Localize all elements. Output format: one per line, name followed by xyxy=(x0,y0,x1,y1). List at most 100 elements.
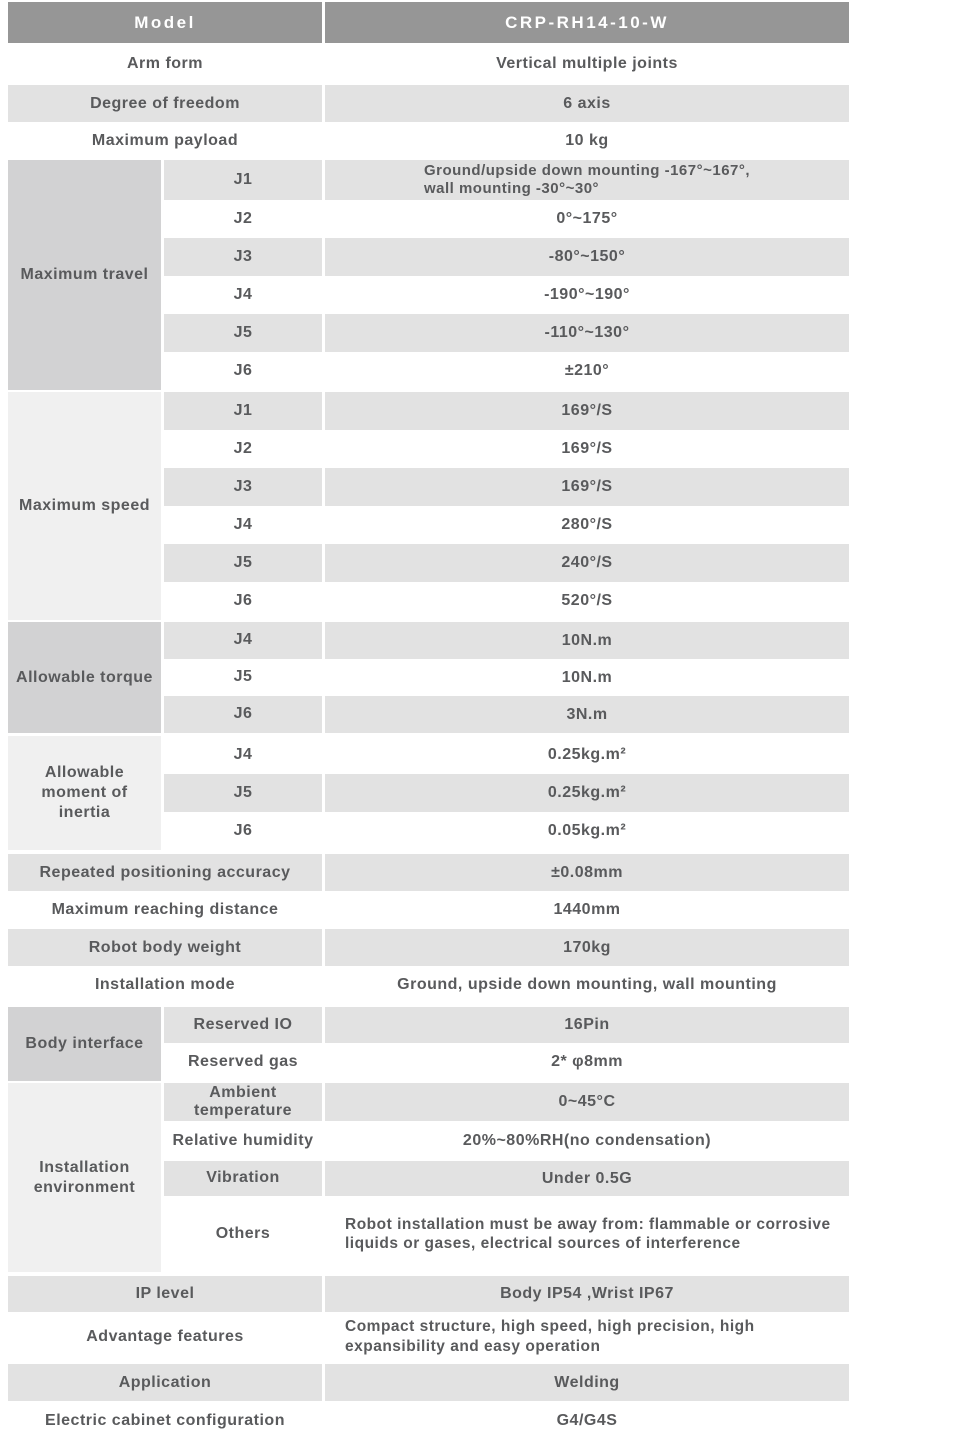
joint-label: J6 xyxy=(233,591,253,609)
row-label: Application xyxy=(8,1364,322,1401)
row-value: 2* φ8mm xyxy=(551,1053,623,1070)
row-installation-mode: Installation mode Ground, upside down mo… xyxy=(8,966,849,1004)
table-row: J6 ±210° xyxy=(164,352,849,390)
row-value: 280°/S xyxy=(561,516,613,533)
joint-label: J4 xyxy=(233,515,253,533)
joint-label: J3 xyxy=(164,238,322,276)
row-ip-level: IP level Body IP54 ,Wrist IP67 xyxy=(8,1276,849,1312)
row-label: Repeated positioning accuracy xyxy=(8,854,322,891)
row-value: Body IP54 ,Wrist IP67 xyxy=(325,1276,849,1312)
table-row: J2 0°~175° xyxy=(164,200,849,238)
row-label: Others xyxy=(215,1224,271,1242)
row-value: 1440mm xyxy=(553,901,621,918)
section-maximum-travel: Maximum travel J1 Ground/upside down mou… xyxy=(8,160,849,390)
row-value: Vertical multiple joints xyxy=(496,55,678,72)
joint-label: J5 xyxy=(233,668,253,686)
row-degree-of-freedom: Degree of freedom 6 axis xyxy=(8,85,849,122)
row-label: Installation mode xyxy=(94,976,236,993)
row-arm-form: Arm form Vertical multiple joints xyxy=(8,43,849,85)
section-title: Installation environment xyxy=(8,1083,161,1272)
table-row: J5 0.25kg.m² xyxy=(164,774,849,812)
table-row: Reserved IO 16Pin xyxy=(164,1007,849,1043)
table-row: J5 -110°~130° xyxy=(164,314,849,352)
table-row: J5 240°/S xyxy=(164,544,849,582)
table-row: J5 10N.m xyxy=(164,659,849,696)
section-title: Allowable torque xyxy=(8,622,161,733)
row-value: 16Pin xyxy=(325,1007,849,1043)
section-maximum-speed: Maximum speed J1 169°/S J2 169°/S J3 169… xyxy=(8,392,849,620)
row-value: 0°~175° xyxy=(556,210,618,227)
joint-label: J4 xyxy=(233,285,253,303)
row-value: G4/G4S xyxy=(556,1412,618,1429)
table-row: Others Robot installation must be away f… xyxy=(164,1196,849,1272)
joint-label: J4 xyxy=(164,622,322,659)
table-header-row: Model CRP-RH14-10-W xyxy=(8,2,849,43)
row-label: Maximum payload xyxy=(91,132,239,149)
row-label: Degree of freedom xyxy=(8,85,322,122)
row-maximum-payload: Maximum payload 10 kg xyxy=(8,122,849,160)
row-value: ±210° xyxy=(564,362,610,379)
section-title: Body interface xyxy=(8,1007,161,1081)
row-value: 0.25kg.m² xyxy=(325,774,849,812)
row-value: 10N.m xyxy=(561,668,613,686)
section-title: Maximum speed xyxy=(8,392,161,620)
joint-label: J3 xyxy=(164,468,322,506)
joint-label: J2 xyxy=(233,209,253,227)
table-row: J4 -190°~190° xyxy=(164,276,849,314)
row-value: 169°/S xyxy=(325,468,849,506)
row-maximum-reaching-distance: Maximum reaching distance 1440mm xyxy=(8,891,849,929)
row-label: Ambient temperature xyxy=(164,1083,322,1121)
joint-label: J2 xyxy=(233,439,253,457)
section-installation-environment: Installation environment Ambient tempera… xyxy=(8,1083,849,1272)
table-row: J3 -80°~150° xyxy=(164,238,849,276)
row-value: 0.25kg.m² xyxy=(547,746,627,763)
row-label: Electric cabinet configuration xyxy=(45,1412,285,1429)
row-value: Under 0.5G xyxy=(325,1161,849,1196)
row-value: Welding xyxy=(325,1364,849,1401)
table-row: J4 10N.m xyxy=(164,622,849,659)
row-label: Vibration xyxy=(164,1161,322,1196)
table-row: Relative humidity 20%~80%RH(no condensat… xyxy=(164,1121,849,1161)
table-row: J1 169°/S xyxy=(164,392,849,430)
row-value: 240°/S xyxy=(325,544,849,582)
row-label: Maximum reaching distance xyxy=(51,901,279,918)
row-value: 169°/S xyxy=(561,440,613,457)
row-value: 6 axis xyxy=(325,85,849,122)
row-label: Arm form xyxy=(126,55,203,72)
table-row: J2 169°/S xyxy=(164,430,849,468)
row-value: Robot installation must be away from: fl… xyxy=(325,1196,849,1272)
table-row: J6 520°/S xyxy=(164,582,849,620)
joint-label: J4 xyxy=(233,745,253,763)
section-allowable-torque: Allowable torque J4 10N.m J5 10N.m J6 3N… xyxy=(8,622,849,733)
row-value: Ground, upside down mounting, wall mount… xyxy=(397,976,777,993)
row-value: 520°/S xyxy=(561,592,613,609)
joint-label: J5 xyxy=(164,774,322,812)
joint-label: J6 xyxy=(164,696,322,733)
table-row: J6 0.05kg.m² xyxy=(164,812,849,850)
row-label: Robot body weight xyxy=(8,929,322,966)
row-electric-cabinet-configuration: Electric cabinet configuration G4/G4S xyxy=(8,1401,849,1441)
row-value: 0~45°C xyxy=(325,1083,849,1121)
table-row: Ambient temperature 0~45°C xyxy=(164,1083,849,1121)
advantage-features-text: Compact structure, high speed, high prec… xyxy=(345,1318,755,1355)
table-row: J4 280°/S xyxy=(164,506,849,544)
row-label: Advantage features xyxy=(86,1327,244,1345)
robot-spec-table: Model CRP-RH14-10-W Arm form Vertical mu… xyxy=(8,2,849,1441)
row-value: 20%~80%RH(no condensation) xyxy=(462,1132,712,1149)
row-value: 10 kg xyxy=(565,132,609,149)
row-value: -190°~190° xyxy=(544,286,630,303)
row-value: -110°~130° xyxy=(325,314,849,352)
section-body-interface: Body interface Reserved IO 16Pin Reserve… xyxy=(8,1007,849,1081)
table-row: J4 0.25kg.m² xyxy=(164,736,849,774)
section-title: Allowable moment of inertia xyxy=(8,736,161,850)
row-value: 10N.m xyxy=(325,622,849,659)
table-row: J3 169°/S xyxy=(164,468,849,506)
header-model-value: CRP-RH14-10-W xyxy=(325,2,849,43)
row-value: 169°/S xyxy=(325,392,849,430)
row-repeated-positioning-accuracy: Repeated positioning accuracy ±0.08mm xyxy=(8,854,849,891)
table-row: J1 Ground/upside down mounting -167°~167… xyxy=(164,160,849,200)
joint-label: J6 xyxy=(233,361,253,379)
header-model-label: Model xyxy=(8,2,322,43)
row-advantage-features: Advantage features Compact structure, hi… xyxy=(8,1312,849,1361)
joint-label: J1 xyxy=(164,392,322,430)
